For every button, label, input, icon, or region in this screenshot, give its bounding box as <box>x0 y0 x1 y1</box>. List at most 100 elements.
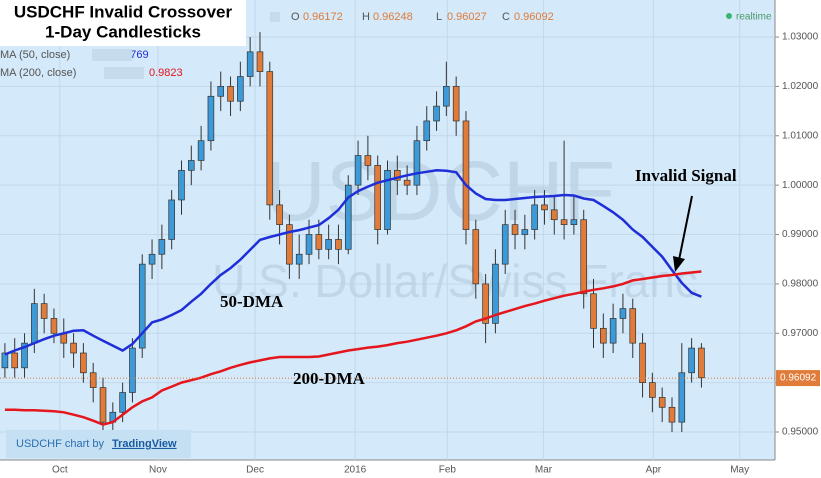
candle-body <box>217 86 225 97</box>
candle-body <box>472 229 480 285</box>
candle-body <box>148 253 156 265</box>
ohlc-value: 0.96172 <box>303 11 343 23</box>
candle-body <box>119 392 126 413</box>
candle-body <box>178 169 185 201</box>
candle-body <box>335 239 342 250</box>
candle-body <box>237 76 244 102</box>
legend-entry: MA (200, close) <box>0 67 76 79</box>
candle-body <box>256 51 264 72</box>
ohlc-label: C <box>502 11 510 23</box>
candle-body <box>609 318 617 344</box>
annotation-arrow <box>678 195 693 261</box>
candle-body <box>531 204 538 230</box>
candle-body <box>384 169 391 230</box>
candle-body <box>649 382 656 398</box>
watermark-subtitle: U.S. Dollar/Swiss Franc <box>212 255 698 307</box>
credit-text: USDCHF chart by <box>16 438 105 450</box>
y-tick-label: 0.99000 <box>782 229 819 240</box>
annotation-arrowhead <box>673 256 685 272</box>
candle-body <box>492 263 499 324</box>
legend-icons[interactable] <box>92 49 132 61</box>
candle-body <box>668 406 676 423</box>
candle-body <box>295 253 303 265</box>
ma-line <box>4 270 702 426</box>
legend-entry: MA (50, close) <box>0 49 70 61</box>
chart-title: USDCHF Invalid Crossover <box>14 2 233 21</box>
candle-body <box>266 71 274 206</box>
candle-body <box>639 342 646 383</box>
candle-body <box>207 95 215 142</box>
x-tick-label: May <box>730 465 749 476</box>
candle-body <box>70 342 77 354</box>
candle-body <box>452 86 460 122</box>
ma-line <box>4 169 702 356</box>
candle-body <box>197 140 205 161</box>
candle-body <box>188 160 195 171</box>
last-price-label: 0.96092 <box>780 373 817 384</box>
candle-body <box>305 234 313 255</box>
ohlc-label: H <box>362 11 370 23</box>
legend-icons[interactable] <box>104 67 144 79</box>
candle-body <box>462 120 470 230</box>
chart-subtitle: 1-Day Candlesticks <box>45 22 201 41</box>
candle-body <box>394 169 401 181</box>
ohlc-value: 0.96027 <box>447 11 487 23</box>
candle-body <box>1 352 9 369</box>
annotation: 50-DMA <box>220 292 284 311</box>
ohlc-label: L <box>436 11 442 23</box>
last-price-box <box>776 370 820 387</box>
candle-body <box>521 229 529 235</box>
candle-body <box>89 372 97 388</box>
candle-body <box>227 86 234 102</box>
candle-body <box>541 204 548 211</box>
candle-body <box>80 352 87 374</box>
annotation: Invalid Signal <box>635 166 737 185</box>
candle-body <box>364 155 372 166</box>
credit-link[interactable]: TradingView <box>112 438 177 450</box>
candle-body <box>21 342 28 369</box>
candle-body <box>482 283 489 324</box>
candle-body <box>138 263 146 349</box>
x-tick-label: 2016 <box>344 465 367 476</box>
candle-body <box>590 293 597 329</box>
candle-body <box>580 219 587 295</box>
y-tick-label: 1.03000 <box>782 32 819 43</box>
candle-body <box>698 347 705 379</box>
title-box <box>0 0 246 46</box>
status: realtime <box>736 12 772 23</box>
candle-body <box>688 347 695 374</box>
candle-body <box>50 318 58 334</box>
x-tick-label: Apr <box>646 465 662 476</box>
candle-body <box>423 120 431 142</box>
x-tick-label: Mar <box>535 465 553 476</box>
candle-body <box>501 224 509 265</box>
candle-body <box>403 179 411 186</box>
candle-body <box>40 303 48 319</box>
candle-body <box>168 199 175 240</box>
ohlc-value: 0.96092 <box>514 11 554 23</box>
header-icon[interactable] <box>270 12 280 22</box>
candle-body <box>511 224 519 235</box>
y-tick-label: 0.98000 <box>782 279 819 290</box>
y-tick-label: 0.97000 <box>782 328 819 339</box>
candle-body <box>443 86 450 107</box>
candle-body <box>619 308 627 319</box>
candle-body <box>374 165 381 230</box>
candle-body <box>570 219 578 225</box>
candle-body <box>325 239 332 250</box>
candle-body <box>344 184 352 250</box>
candle-body <box>31 303 38 344</box>
candle-body <box>560 219 568 225</box>
candle-body <box>678 372 686 423</box>
candle-body <box>315 234 323 250</box>
y-tick-label: 0.95000 <box>782 427 819 438</box>
x-tick-label: Nov <box>149 465 167 476</box>
candle-body <box>629 308 637 344</box>
candle-body <box>11 352 19 369</box>
ohlc-label: O <box>291 11 300 23</box>
candle-body <box>433 105 440 122</box>
candle-body <box>286 224 293 265</box>
x-tick-label: Feb <box>439 465 457 476</box>
x-tick-label: Dec <box>246 465 264 476</box>
